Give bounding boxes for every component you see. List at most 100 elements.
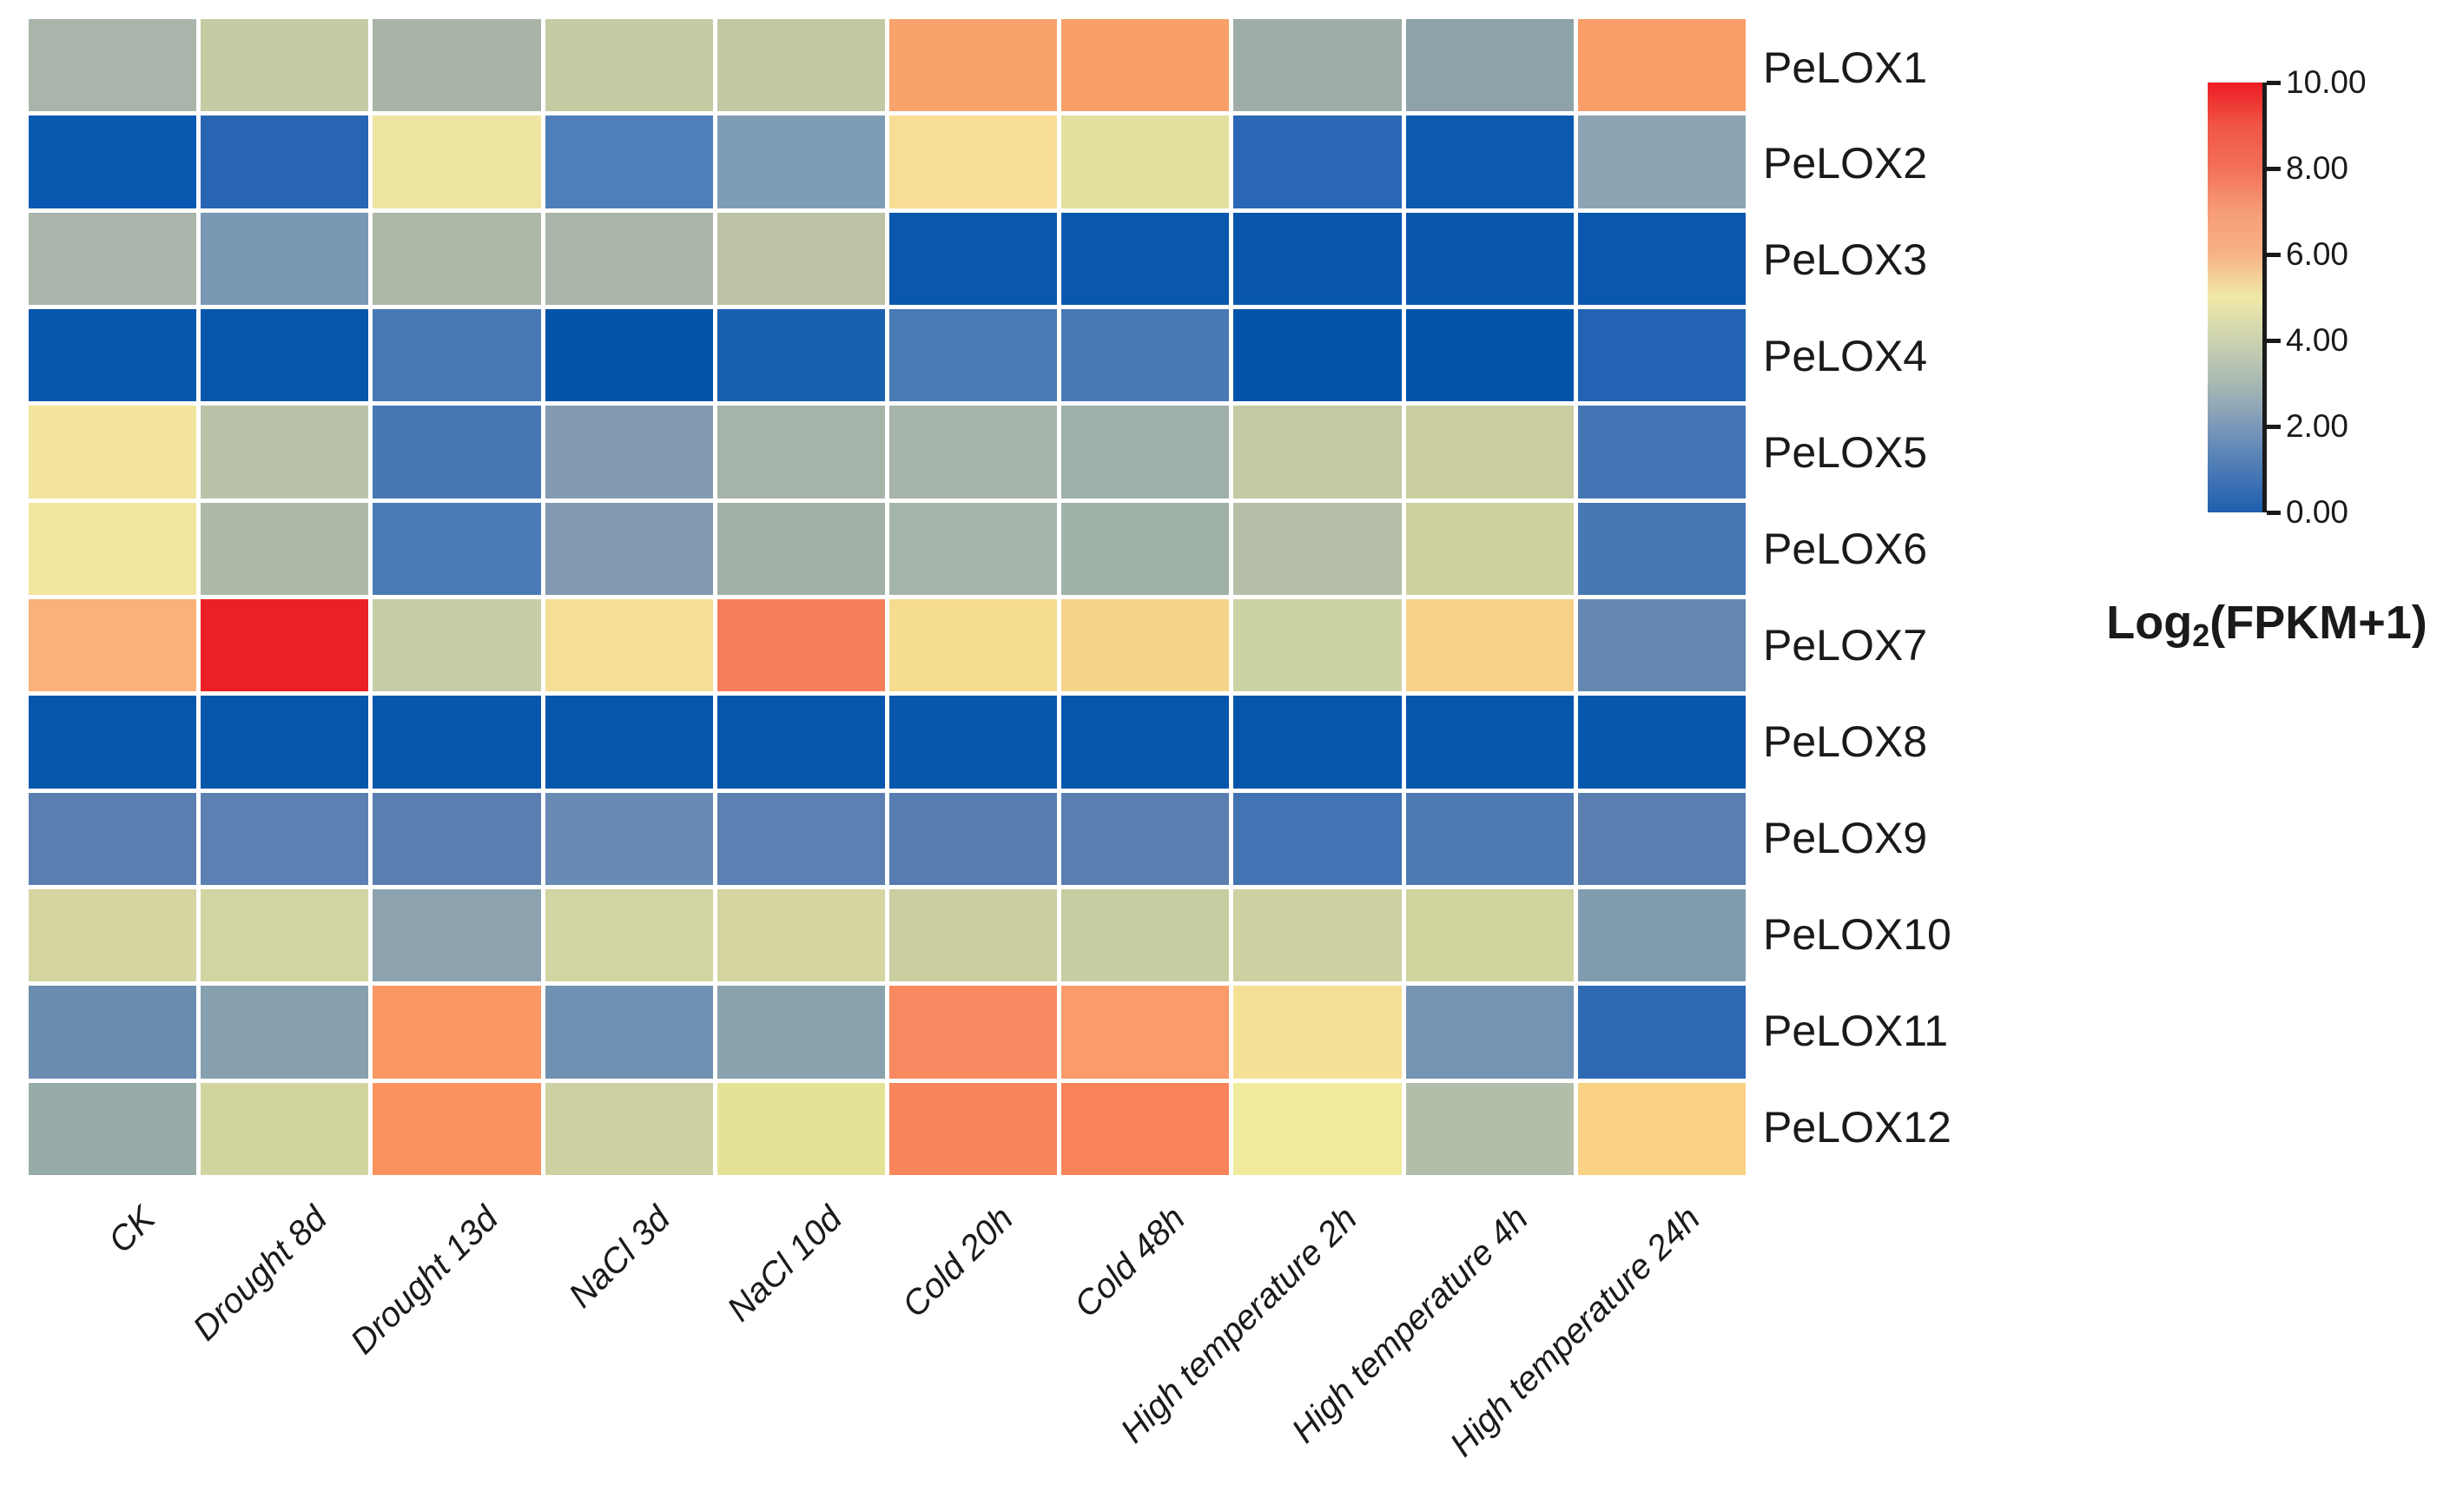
heatmap-cell-PeLOX11-High temperature 2h [1233,986,1402,1079]
heatmap-cell-PeLOX8-NaCl 10d [717,696,885,789]
heatmap-cell-PeLOX2-High temperature 4h [1405,116,1574,208]
heatmap-cell-PeLOX8-NaCl 3d [545,696,713,789]
colorbar-title-log: Log [2106,597,2193,649]
heatmap-cell-PeLOX12-NaCl 3d [545,1082,713,1175]
heatmap-cell-PeLOX1-Cold 20h [888,19,1058,112]
heatmap-cell-PeLOX6-Cold 20h [888,502,1058,595]
heatmap-cell-PeLOX11-NaCl 3d [545,986,713,1079]
heatmap-cell-PeLOX4-High temperature 24h [1577,309,1746,402]
heatmap-cell-PeLOX3-High temperature 24h [1577,212,1746,305]
colorbar-tick-0.00 [2267,511,2281,515]
column-label-Drought-8d: Drought 8d [185,1199,334,1349]
row-label-PeLOX9: PeLOX9 [1763,813,1928,862]
heatmap-cell-PeLOX1-High temperature 4h [1405,19,1574,112]
heatmap-cell-PeLOX6-Drought 13d [373,502,541,595]
heatmap-cell-PeLOX7-Drought 13d [373,599,541,692]
heatmap-cell-PeLOX6-High temperature 2h [1233,502,1402,595]
heatmap-cell-PeLOX8-High temperature 2h [1233,696,1402,789]
column-label-NaCl-3d: NaCl 3d [561,1199,678,1316]
heatmap-cell-PeLOX4-High temperature 2h [1233,309,1402,402]
colorbar-tick-label-10.00: 10.00 [2286,64,2367,100]
heatmap-cell-PeLOX4-Drought 8d [201,309,369,402]
row-label-PeLOX1: PeLOX1 [1763,43,1928,92]
heatmap-cell-PeLOX4-Drought 13d [373,309,541,402]
colorbar-gradient [2208,83,2267,512]
heatmap-cell-PeLOX4-Cold 48h [1061,309,1230,402]
heatmap-cell-PeLOX5-High temperature 24h [1577,406,1746,498]
heatmap-cell-PeLOX9-NaCl 10d [717,792,885,885]
heatmap-cell-PeLOX9-Cold 48h [1061,792,1230,885]
row-label-PeLOX6: PeLOX6 [1763,525,1928,574]
row-label-PeLOX8: PeLOX8 [1763,716,1928,766]
heatmap-cell-PeLOX1-Drought 13d [373,19,541,112]
heatmap-cell-PeLOX1-CK [29,19,197,112]
heatmap-cell-PeLOX8-High temperature 24h [1577,696,1746,789]
heatmap-cell-PeLOX6-High temperature 24h [1577,502,1746,595]
heatmap-cell-PeLOX12-High temperature 2h [1233,1082,1402,1175]
heatmap-grid [29,19,1746,1175]
row-label-PeLOX11: PeLOX11 [1763,1006,1949,1055]
heatmap-cell-PeLOX8-CK [29,696,197,789]
colorbar-tick-6.00 [2267,253,2281,257]
heatmap-cell-PeLOX10-Drought 13d [373,889,541,982]
heatmap-cell-PeLOX8-Drought 13d [373,696,541,789]
heatmap-cell-PeLOX6-NaCl 3d [545,502,713,595]
heatmap-cell-PeLOX7-CK [29,599,197,692]
heatmap-cell-PeLOX1-NaCl 3d [545,19,713,112]
colorbar-title: Log2(FPKM+1) [2080,596,2450,653]
heatmap-cell-PeLOX8-Cold 20h [888,696,1058,789]
heatmap-cell-PeLOX5-High temperature 4h [1405,406,1574,498]
heatmap-cell-PeLOX10-High temperature 24h [1577,889,1746,982]
colorbar-title-rest: (FPKM+1) [2209,597,2427,649]
colorbar-tick-label-0.00: 0.00 [2286,494,2349,530]
heatmap-cell-PeLOX3-NaCl 10d [717,212,885,305]
colorbar-tick-label-6.00: 6.00 [2286,236,2349,272]
colorbar-title-subscript: 2 [2192,617,2210,653]
colorbar-tick-2.00 [2267,425,2281,429]
column-label-NaCl-10d: NaCl 10d [719,1199,849,1330]
colorbar-tick-4.00 [2267,339,2281,343]
heatmap-cell-PeLOX1-NaCl 10d [717,19,885,112]
row-label-PeLOX12: PeLOX12 [1763,1102,1951,1152]
heatmap-cell-PeLOX8-Cold 48h [1061,696,1230,789]
heatmap-cell-PeLOX10-CK [29,889,197,982]
heatmap-cell-PeLOX9-Drought 8d [201,792,369,885]
heatmap-cell-PeLOX3-CK [29,212,197,305]
heatmap-cell-PeLOX7-High temperature 2h [1233,599,1402,692]
row-label-PeLOX10: PeLOX10 [1763,909,1951,959]
heatmap-cell-PeLOX3-High temperature 4h [1405,212,1574,305]
row-label-PeLOX2: PeLOX2 [1763,139,1928,188]
heatmap-cell-PeLOX11-NaCl 10d [717,986,885,1079]
row-label-PeLOX7: PeLOX7 [1763,621,1928,670]
heatmap-cell-PeLOX6-CK [29,502,197,595]
heatmap-cell-PeLOX5-CK [29,406,197,498]
row-label-PeLOX5: PeLOX5 [1763,428,1928,478]
heatmap-cell-PeLOX5-Drought 13d [373,406,541,498]
heatmap-cell-PeLOX4-CK [29,309,197,402]
heatmap-cell-PeLOX10-Drought 8d [201,889,369,982]
heatmap-cell-PeLOX7-Drought 8d [201,599,369,692]
colorbar-tick-label-4.00: 4.00 [2286,322,2349,358]
heatmap-cell-PeLOX7-High temperature 24h [1577,599,1746,692]
heatmap-cell-PeLOX12-NaCl 10d [717,1082,885,1175]
heatmap-cell-PeLOX5-Drought 8d [201,406,369,498]
heatmap-cell-PeLOX9-Drought 13d [373,792,541,885]
heatmap-cell-PeLOX6-Cold 48h [1061,502,1230,595]
heatmap-cell-PeLOX10-NaCl 10d [717,889,885,982]
heatmap-cell-PeLOX4-Cold 20h [888,309,1058,402]
heatmap-cell-PeLOX5-NaCl 10d [717,406,885,498]
heatmap-cell-PeLOX5-NaCl 3d [545,406,713,498]
heatmap-cell-PeLOX11-High temperature 4h [1405,986,1574,1079]
heatmap-cell-PeLOX11-Cold 20h [888,986,1058,1079]
heatmap-cell-PeLOX1-High temperature 2h [1233,19,1402,112]
heatmap-cell-PeLOX9-High temperature 4h [1405,792,1574,885]
colorbar-tick-10.00 [2267,81,2281,85]
column-label-Cold-20h: Cold 20h [895,1199,1021,1325]
colorbar-tick-label-2.00: 2.00 [2286,408,2349,444]
heatmap-cell-PeLOX3-Drought 13d [373,212,541,305]
heatmap-cell-PeLOX12-High temperature 24h [1577,1082,1746,1175]
heatmap-cell-PeLOX8-Drought 8d [201,696,369,789]
colorbar-tick-label-8.00: 8.00 [2286,150,2349,186]
heatmap-cell-PeLOX4-High temperature 4h [1405,309,1574,402]
